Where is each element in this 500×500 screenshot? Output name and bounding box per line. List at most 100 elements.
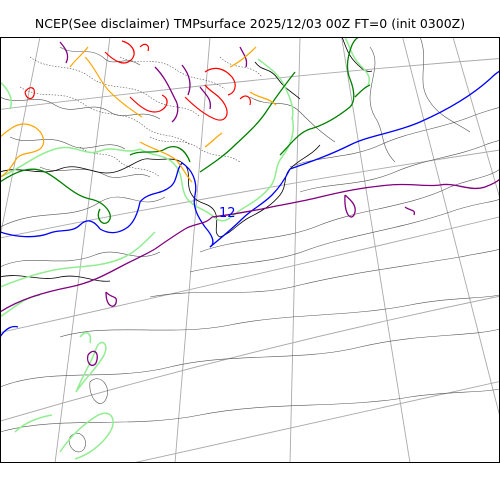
contour-line <box>439 178 500 190</box>
contour-line <box>24 87 35 100</box>
contour-line <box>129 146 191 163</box>
contour-line <box>204 132 223 148</box>
contour-line <box>354 84 371 98</box>
contour-line <box>419 37 471 133</box>
red-contours <box>24 40 251 121</box>
contour-line <box>99 201 141 234</box>
contour-line <box>289 106 500 168</box>
contour-line <box>181 64 191 96</box>
contour-line <box>154 66 179 123</box>
contour-line <box>19 86 191 146</box>
coastline <box>0 37 373 282</box>
contour-line <box>149 248 500 298</box>
contour-line <box>0 168 111 224</box>
thin-contours <box>0 37 500 453</box>
green-contours <box>0 37 371 224</box>
contour-line <box>249 96 336 143</box>
contour-line <box>229 46 257 68</box>
parallel-line <box>0 295 500 422</box>
contour-line <box>59 412 114 460</box>
contour-line <box>0 96 161 120</box>
parallel-line <box>0 216 500 334</box>
contour-line <box>0 123 45 178</box>
meridian-line <box>174 37 211 463</box>
temperature-map: 12 <box>0 37 500 463</box>
meridian-line <box>452 37 500 201</box>
contour-line <box>86 350 98 367</box>
parallel-line <box>0 149 500 239</box>
contour-line <box>104 40 135 64</box>
graticule <box>0 37 500 463</box>
contour-line <box>199 71 296 173</box>
contour-line <box>0 328 500 388</box>
contour-line <box>59 41 69 64</box>
contour-line <box>0 220 101 238</box>
contour-line <box>199 86 212 110</box>
blue-contours <box>0 70 500 338</box>
coast-line <box>0 275 111 282</box>
contour-line <box>181 162 214 248</box>
contour-line <box>0 248 156 313</box>
contour-line <box>189 198 500 273</box>
contour-line <box>0 388 500 433</box>
contour-line <box>0 81 12 110</box>
contour-line <box>79 146 161 178</box>
contour-line <box>369 46 396 163</box>
contour-line <box>344 194 356 218</box>
meridian-line <box>402 37 500 418</box>
contour-line <box>139 162 183 203</box>
contour-line <box>139 43 150 52</box>
contour-line <box>14 414 53 433</box>
coast-line <box>254 61 301 100</box>
contour-line <box>149 136 241 163</box>
contour-line <box>279 78 355 156</box>
contour-line <box>249 91 277 106</box>
contour-line <box>199 168 500 253</box>
contour-line <box>211 183 441 218</box>
contour-line <box>59 294 500 338</box>
meridian-line <box>341 37 411 463</box>
meridian-line <box>0 37 41 240</box>
contour-line <box>209 168 291 248</box>
contour-line <box>204 67 236 96</box>
contour-line <box>29 56 201 118</box>
contour-line <box>119 56 226 90</box>
coast-line <box>219 144 321 238</box>
map-title: NCEP(See disclaimer) TMPsurface 2025/12/… <box>34 16 466 31</box>
contour-label: 12 <box>219 206 236 221</box>
contour-line <box>129 94 168 113</box>
orange-contours <box>0 46 277 183</box>
contour-line <box>154 216 213 250</box>
contour-line <box>0 325 19 338</box>
contour-line <box>239 95 251 106</box>
contour-line <box>139 148 215 218</box>
coast-line <box>0 158 221 238</box>
contour-line <box>0 251 161 268</box>
coast-line <box>341 37 373 72</box>
contour-line <box>0 231 156 288</box>
contour-line <box>105 291 118 307</box>
contour-line <box>139 141 193 183</box>
contour-line <box>9 136 126 150</box>
contour-line <box>79 332 92 344</box>
purple-contours <box>0 41 500 367</box>
contour-line <box>0 146 141 178</box>
contour-line <box>257 58 294 120</box>
contour-line <box>59 46 141 66</box>
contour-line <box>68 432 86 453</box>
contour-line <box>289 70 500 170</box>
parallel-line <box>130 380 500 463</box>
contour-line <box>75 341 107 393</box>
contour-line <box>84 56 143 118</box>
contour-line <box>404 206 416 216</box>
contour-line <box>344 37 371 86</box>
contour-line <box>184 84 228 121</box>
contour-line <box>39 166 151 178</box>
parallel-line <box>0 58 500 110</box>
contour-line <box>219 56 263 78</box>
meridian-line <box>289 37 301 463</box>
map-frame: 12 <box>0 37 500 463</box>
contour-line <box>299 139 500 193</box>
dotted-contours <box>19 56 263 178</box>
contour-line <box>69 46 89 68</box>
